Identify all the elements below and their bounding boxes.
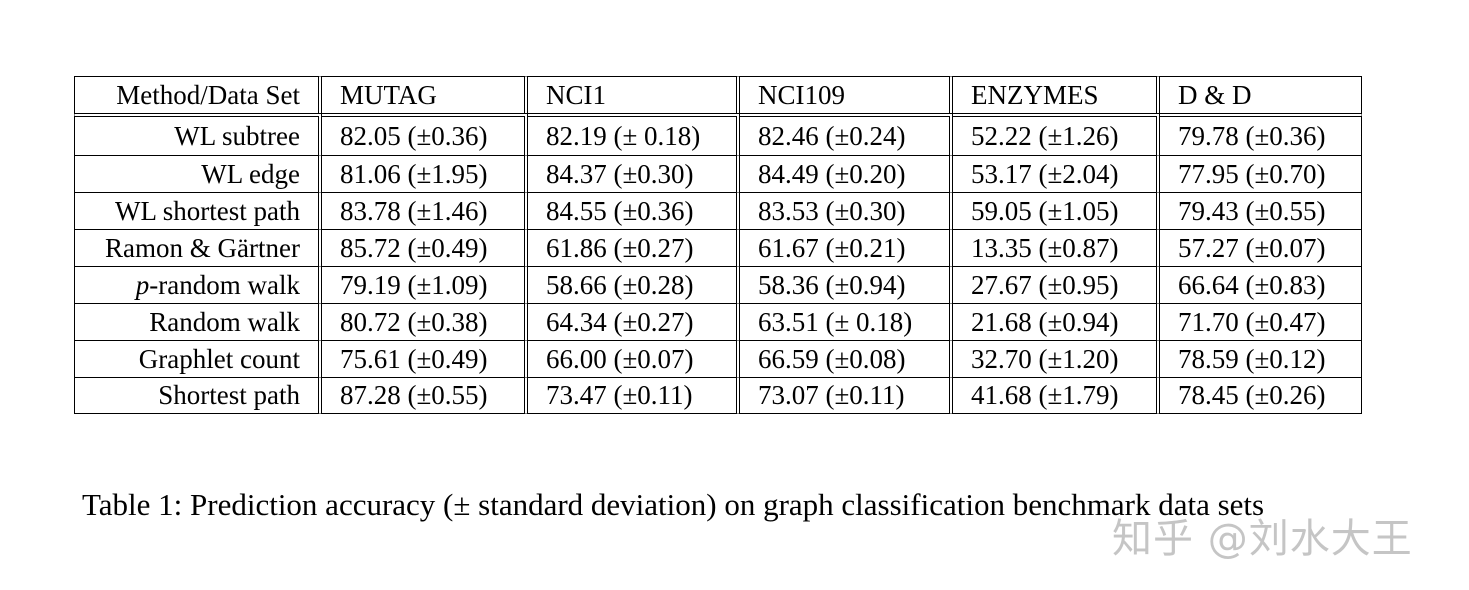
table-body: WL subtree 82.05 (±0.36) 82.19 (± 0.18) 82.… (74, 113, 1362, 414)
accuracy-cell: 78.45 (±0.26) (1160, 377, 1362, 414)
method-name-label: WL subtree (174, 120, 300, 151)
table-row: Ramon & Gärtner 85.72 (±0.49) 61.86 (±0.27… (74, 229, 1362, 266)
accuracy-cell: 82.46 (±0.24) (740, 113, 953, 155)
accuracy-cell: 73.07 (±0.11) (740, 377, 953, 414)
column-header: ENZYMES (953, 76, 1160, 113)
accuracy-cell: 57.27 (±0.07) (1160, 229, 1362, 266)
accuracy-cell: 64.34 (±0.27) (528, 303, 740, 340)
method-name-label: Shortest path (158, 380, 300, 410)
accuracy-cell: 53.17 (±2.04) (953, 155, 1160, 192)
accuracy-cell: 59.05 (±1.05) (953, 192, 1160, 229)
table-header-row: Method/Data Set MUTAG NCI1 NCI109 ENZYME… (74, 76, 1362, 113)
accuracy-cell: 58.66 (±0.28) (528, 266, 740, 303)
method-name-prefix: p (135, 269, 150, 300)
method-name-cell: WL subtree (74, 113, 322, 155)
accuracy-cell: 73.47 (±0.11) (528, 377, 740, 414)
accuracy-cell: 61.67 (±0.21) (740, 229, 953, 266)
method-name-cell: Ramon & Gärtner (74, 229, 322, 266)
column-header: D & D (1160, 76, 1362, 113)
method-name-label: Random walk (149, 306, 300, 337)
accuracy-cell: 85.72 (±0.49) (322, 229, 528, 266)
accuracy-cell: 82.05 (±0.36) (322, 113, 528, 155)
column-header: MUTAG (322, 76, 528, 113)
method-name-label: Ramon & Gärtner (105, 232, 300, 263)
method-name-cell: Random walk (74, 303, 322, 340)
table-row: Graphlet count 75.61 (±0.49) 66.00 (±0.07)… (74, 340, 1362, 377)
accuracy-cell: 63.51 (± 0.18) (740, 303, 953, 340)
table-row: WL edge 81.06 (±1.95) 84.37 (±0.30) 84.49 (… (74, 155, 1362, 192)
method-name-cell: WL shortest path (74, 192, 322, 229)
accuracy-cell: 81.06 (±1.95) (322, 155, 528, 192)
accuracy-cell: 66.00 (±0.07) (528, 340, 740, 377)
accuracy-cell: 83.78 (±1.46) (322, 192, 528, 229)
method-name-cell: WL edge (74, 155, 322, 192)
accuracy-cell: 79.43 (±0.55) (1160, 192, 1362, 229)
table-row: Shortest path 87.28 (±0.55) 73.47 (±0.11) 7… (74, 377, 1362, 414)
method-name-label: WL shortest path (115, 195, 300, 226)
accuracy-cell: 66.64 (±0.83) (1160, 266, 1362, 303)
column-header: NCI1 (528, 76, 740, 113)
accuracy-cell: 21.68 (±0.94) (953, 303, 1160, 340)
column-header: NCI109 (740, 76, 953, 113)
accuracy-cell: 84.55 (±0.36) (528, 192, 740, 229)
accuracy-cell: 79.78 (±0.36) (1160, 113, 1362, 155)
accuracy-cell: 84.49 (±0.20) (740, 155, 953, 192)
accuracy-cell: 71.70 (±0.47) (1160, 303, 1362, 340)
accuracy-cell: 84.37 (±0.30) (528, 155, 740, 192)
method-name-cell: Shortest path (74, 377, 322, 414)
accuracy-cell: 58.36 (±0.94) (740, 266, 953, 303)
accuracy-cell: 66.59 (±0.08) (740, 340, 953, 377)
watermark: 知乎 @刘水大王 (1112, 516, 1413, 562)
method-name-cell: Graphlet count (74, 340, 322, 377)
accuracy-cell: 80.72 (±0.38) (322, 303, 528, 340)
table-row: p-random walk 79.19 (±1.09) 58.66 (±0.28) 5… (74, 266, 1362, 303)
accuracy-cell: 61.86 (±0.27) (528, 229, 740, 266)
accuracy-cell: 82.19 (± 0.18) (528, 113, 740, 155)
accuracy-cell: 75.61 (±0.49) (322, 340, 528, 377)
results-table: Method/Data Set MUTAG NCI1 NCI109 ENZYME… (74, 76, 1362, 414)
accuracy-cell: 27.67 (±0.95) (953, 266, 1160, 303)
method-name-label: Graphlet count (138, 343, 300, 374)
accuracy-cell: 78.59 (±0.12) (1160, 340, 1362, 377)
table-row: WL shortest path 83.78 (±1.46) 84.55 (±0.3… (74, 192, 1362, 229)
table-row: WL subtree 82.05 (±0.36) 82.19 (± 0.18) 82.… (74, 113, 1362, 155)
table-row: Random walk 80.72 (±0.38) 64.34 (±0.27) 63.… (74, 303, 1362, 340)
accuracy-cell: 32.70 (±1.20) (953, 340, 1160, 377)
method-name-label: WL edge (201, 158, 300, 189)
accuracy-cell: 79.19 (±1.09) (322, 266, 528, 303)
accuracy-cell: 87.28 (±0.55) (322, 377, 528, 414)
method-name-cell: p-random walk (74, 266, 322, 303)
method-name-label: -random walk (149, 269, 300, 300)
accuracy-cell: 41.68 (±1.79) (953, 377, 1160, 414)
accuracy-cell: 52.22 (±1.26) (953, 113, 1160, 155)
column-header: Method/Data Set (74, 76, 322, 113)
table-caption: Table 1: Prediction accuracy (± standard… (82, 487, 1265, 522)
accuracy-cell: 13.35 (±0.87) (953, 229, 1160, 266)
accuracy-cell: 77.95 (±0.70) (1160, 155, 1362, 192)
accuracy-cell: 83.53 (±0.30) (740, 192, 953, 229)
